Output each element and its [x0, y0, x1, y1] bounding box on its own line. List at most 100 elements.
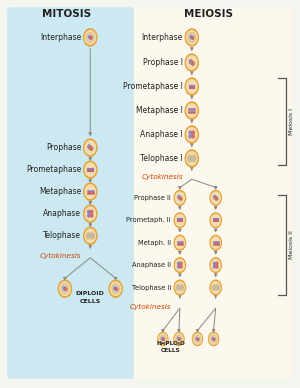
- Text: Metaphase I: Metaphase I: [136, 106, 183, 115]
- Circle shape: [177, 336, 181, 342]
- Text: Meiosis I: Meiosis I: [289, 108, 294, 135]
- Circle shape: [60, 282, 70, 296]
- Circle shape: [189, 135, 191, 138]
- Circle shape: [215, 197, 218, 200]
- Text: MITOSIS: MITOSIS: [42, 9, 91, 19]
- Circle shape: [211, 215, 220, 226]
- Circle shape: [192, 135, 194, 138]
- Circle shape: [58, 280, 71, 297]
- Text: Prometaphase: Prometaphase: [26, 165, 81, 174]
- FancyBboxPatch shape: [134, 7, 291, 379]
- Circle shape: [187, 56, 197, 69]
- Circle shape: [178, 196, 180, 199]
- Circle shape: [185, 102, 198, 119]
- Text: Meiosis II: Meiosis II: [289, 230, 294, 259]
- Circle shape: [163, 338, 164, 341]
- Circle shape: [216, 286, 218, 289]
- Circle shape: [185, 150, 198, 167]
- Circle shape: [85, 185, 95, 199]
- Circle shape: [174, 280, 185, 295]
- Circle shape: [90, 232, 94, 239]
- Text: Anaphase: Anaphase: [43, 209, 81, 218]
- Circle shape: [212, 285, 216, 290]
- Circle shape: [179, 285, 184, 290]
- Circle shape: [211, 282, 220, 293]
- Circle shape: [90, 36, 92, 39]
- Circle shape: [216, 262, 218, 265]
- FancyBboxPatch shape: [7, 7, 134, 379]
- Circle shape: [85, 207, 95, 220]
- Circle shape: [84, 161, 97, 178]
- Circle shape: [178, 262, 180, 265]
- Circle shape: [88, 35, 91, 38]
- Circle shape: [212, 336, 216, 342]
- Circle shape: [175, 259, 184, 271]
- Circle shape: [84, 205, 97, 222]
- Circle shape: [187, 104, 197, 117]
- Text: CELLS: CELLS: [80, 299, 101, 303]
- Text: Anaphase I: Anaphase I: [140, 130, 183, 139]
- Circle shape: [179, 338, 181, 341]
- Circle shape: [178, 265, 180, 268]
- Circle shape: [174, 333, 184, 346]
- Circle shape: [211, 237, 220, 249]
- Circle shape: [174, 236, 185, 250]
- Circle shape: [188, 33, 195, 42]
- Text: Telophase: Telophase: [43, 231, 81, 240]
- Circle shape: [114, 287, 116, 290]
- Text: Telophase I: Telophase I: [140, 154, 183, 163]
- Circle shape: [213, 338, 215, 341]
- Text: MEIOSIS: MEIOSIS: [184, 9, 233, 19]
- Circle shape: [213, 286, 215, 289]
- Circle shape: [211, 335, 216, 343]
- Circle shape: [176, 335, 182, 343]
- Text: Cytokinesis: Cytokinesis: [129, 304, 171, 310]
- Circle shape: [174, 191, 185, 205]
- Circle shape: [158, 333, 168, 346]
- Circle shape: [112, 284, 119, 293]
- Circle shape: [191, 155, 196, 162]
- Circle shape: [179, 197, 182, 200]
- Circle shape: [196, 338, 198, 340]
- Circle shape: [180, 286, 183, 289]
- Text: Cytokinesis: Cytokinesis: [141, 174, 183, 180]
- Circle shape: [88, 210, 90, 213]
- Circle shape: [88, 145, 91, 149]
- Circle shape: [85, 31, 95, 44]
- Circle shape: [91, 210, 93, 213]
- Circle shape: [87, 234, 90, 237]
- Circle shape: [215, 197, 216, 198]
- Circle shape: [115, 288, 118, 291]
- Circle shape: [187, 128, 197, 141]
- Text: DIPLOID: DIPLOID: [76, 291, 105, 296]
- Circle shape: [177, 338, 179, 340]
- Circle shape: [159, 334, 167, 344]
- Circle shape: [210, 258, 221, 272]
- Circle shape: [185, 126, 198, 143]
- Circle shape: [161, 338, 163, 340]
- Text: Anaphase II: Anaphase II: [132, 262, 171, 268]
- Text: Metaphase: Metaphase: [39, 187, 81, 196]
- Circle shape: [84, 183, 97, 200]
- Text: Prophase II: Prophase II: [134, 195, 171, 201]
- Circle shape: [188, 155, 193, 162]
- Circle shape: [176, 285, 180, 290]
- Circle shape: [211, 192, 220, 204]
- Circle shape: [84, 227, 97, 244]
- Text: Prometaphase I: Prometaphase I: [123, 82, 183, 91]
- Circle shape: [216, 265, 218, 268]
- Circle shape: [160, 335, 166, 343]
- Circle shape: [188, 157, 191, 160]
- Circle shape: [189, 131, 191, 134]
- Circle shape: [191, 62, 194, 65]
- Circle shape: [213, 262, 215, 265]
- Circle shape: [215, 285, 219, 290]
- Circle shape: [61, 284, 68, 293]
- Text: Prophase: Prophase: [46, 143, 81, 152]
- Circle shape: [175, 192, 184, 204]
- Circle shape: [84, 139, 97, 156]
- Circle shape: [88, 34, 93, 41]
- Circle shape: [175, 334, 183, 344]
- Circle shape: [89, 146, 91, 148]
- Circle shape: [180, 262, 182, 265]
